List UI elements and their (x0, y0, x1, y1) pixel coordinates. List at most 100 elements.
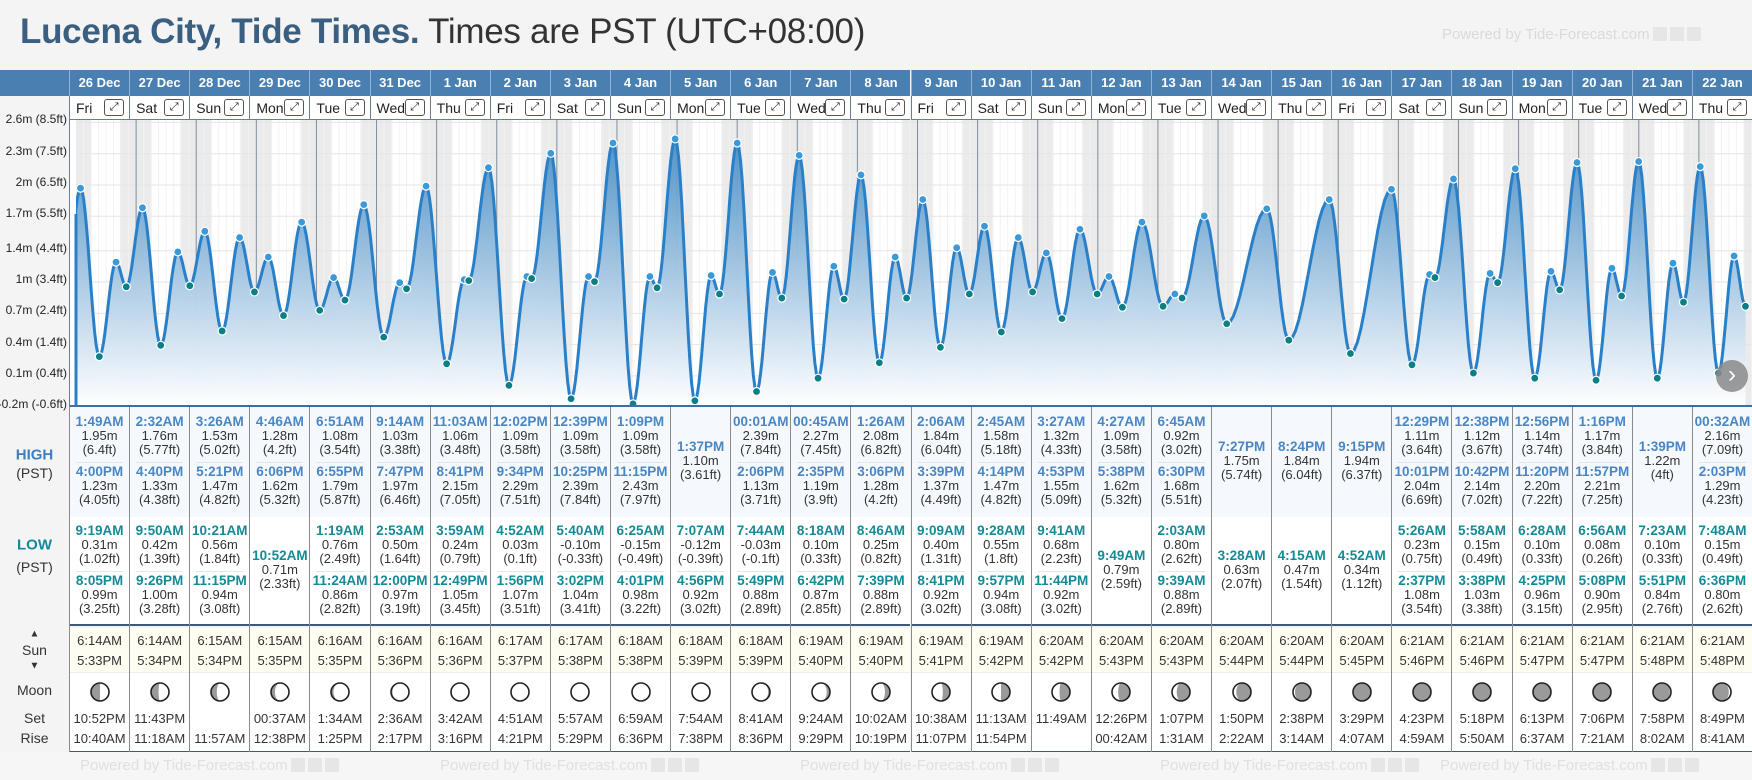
tide-entry: 5:38PM 1.62m (5.32ft) (1092, 465, 1151, 507)
tide-height-ft: (3.15ft) (1521, 601, 1563, 616)
expand-day-icon[interactable]: ⤢ (705, 99, 726, 116)
weekday-cell: Thu ⤢ (1271, 96, 1332, 120)
expand-day-icon[interactable]: ⤢ (825, 99, 846, 116)
logo-icon (1652, 27, 1667, 41)
expand-day-icon[interactable]: ⤢ (224, 99, 245, 116)
high-tide-point (1546, 266, 1556, 276)
day-column: 4:46AM 1.28m (4.2ft) 6:06PM 1.62m (5.32ft) 10:… (249, 407, 310, 752)
tide-height-ft: (3.25ft) (78, 601, 121, 616)
moon-cell: 10:52PM 10:40AM (70, 673, 130, 752)
expand-day-icon[interactable]: ⤢ (404, 99, 425, 116)
high-tide-point (546, 148, 556, 158)
high-tides-cell: 2:45AM 1.58m (5.18ft) 4:14PM 1.47m (4.82ft) (971, 407, 1031, 517)
tide-entry: 12:39PM 1.09m (3.58ft) (551, 415, 610, 457)
weekday-cell: Thu ⤢ (1691, 96, 1752, 120)
expand-day-icon[interactable]: ⤢ (164, 99, 185, 116)
tide-height-ft: (5.51ft) (1160, 492, 1203, 507)
expand-day-icon[interactable]: ⤢ (765, 99, 786, 116)
weekday-label: Wed (1638, 100, 1668, 116)
expand-day-icon[interactable]: ⤢ (945, 99, 966, 116)
tide-height-ft: (6.69ft) (1401, 492, 1443, 507)
tide-height-m: 1.29m (1704, 478, 1741, 493)
tide-time: 4:00PM (75, 464, 124, 479)
tide-time: 8:41PM (917, 573, 965, 588)
tide-entry: 4:46AM 1.28m (4.2ft) (250, 415, 309, 457)
tide-time: 10:21AM (191, 523, 248, 538)
tide-height-ft: (3.19ft) (379, 601, 421, 616)
expand-day-icon[interactable]: ⤢ (1005, 99, 1026, 116)
moon-dark (1593, 683, 1612, 701)
tide-height-m: 1.53m (201, 428, 238, 443)
moonrise-time: 5:29PM (557, 731, 603, 746)
expand-day-icon[interactable]: ⤢ (524, 99, 545, 116)
tide-height-m: 2.43m (622, 478, 659, 493)
tide-time: 6:06PM (256, 464, 304, 479)
tide-height-m: 2.04m (1403, 478, 1440, 493)
tide-height-m: 2.08m (862, 428, 899, 443)
expand-day-icon[interactable]: ⤢ (104, 99, 125, 116)
moon-dark (1232, 683, 1251, 701)
expand-day-icon[interactable]: ⤢ (284, 99, 305, 116)
moonset-time: 00:37AM (253, 711, 306, 726)
low-tides-cell: 4:52AM 0.34m (1.12ft) (1332, 517, 1392, 626)
expand-day-icon[interactable]: ⤢ (1186, 99, 1207, 116)
tide-time: 4:27AM (1097, 414, 1146, 429)
expand-day-icon[interactable]: ⤢ (645, 99, 666, 116)
expand-day-icon[interactable]: ⤢ (1125, 99, 1146, 116)
y-axis-label: 0.4m (1.4ft) (5, 334, 67, 349)
tide-height-m: 0.34m (1343, 562, 1380, 577)
sun-cell: 6:20AM 5:45PM (1332, 628, 1392, 673)
moon-outline (1171, 682, 1192, 702)
tide-height-ft: (-0.33ft) (557, 551, 604, 566)
weekday-label: Thu (1698, 100, 1724, 116)
expand-day-icon[interactable]: ⤢ (1666, 99, 1687, 116)
tide-time: 5:26AM (1397, 523, 1446, 538)
moonrise-time: 1:31AM (1159, 731, 1204, 746)
sunrise-time: 6:19AM (798, 633, 844, 648)
day-column: 12:38PM 1.12m (3.67ft) 10:42PM 2.14m (7.02ft)… (1451, 407, 1512, 752)
expand-day-icon[interactable]: ⤢ (1606, 99, 1627, 116)
moon-outline (149, 682, 170, 702)
moonrise-time: 2:17PM (377, 731, 423, 746)
high-tide-point (1104, 271, 1114, 282)
tide-height-m: 0.31m (81, 537, 118, 552)
sunrise-time: 6:19AM (858, 633, 904, 648)
divider (616, 571, 665, 572)
tide-time: 2:53AM (376, 523, 425, 538)
expand-day-icon[interactable]: ⤢ (464, 99, 485, 116)
moon-phase-icon (270, 682, 290, 702)
expand-day-icon[interactable]: ⤢ (344, 99, 365, 116)
expand-day-icon[interactable]: ⤢ (1726, 99, 1747, 116)
tide-height-ft: (7.84ft) (740, 442, 782, 457)
expand-day-icon[interactable]: ⤢ (1546, 99, 1567, 116)
moonset-time: 10:38AM (915, 711, 968, 726)
moon-outline (510, 682, 531, 702)
expand-day-icon[interactable]: ⤢ (1246, 99, 1267, 116)
moon-cell: 2:38PM 3:14AM (1272, 673, 1332, 752)
scroll-right-button[interactable]: › (1716, 360, 1748, 392)
high-tide-point (1041, 248, 1051, 258)
logo-icon (1650, 758, 1665, 772)
tide-time: 3:39PM (917, 464, 965, 479)
high-tides-cell: 12:56PM 1.14m (3.74ft) 11:20PM 2.20m (7.22ft) (1512, 407, 1572, 517)
tide-height-m: 2.16m (1704, 428, 1741, 443)
sunrise-time: 6:16AM (437, 633, 483, 648)
tide-time: 11:15PM (192, 573, 247, 588)
expand-day-icon[interactable]: ⤢ (1065, 99, 1086, 116)
expand-day-icon[interactable]: ⤢ (1486, 99, 1507, 116)
sunrise-time: 6:20AM (1038, 633, 1084, 648)
moon-phase-icon (450, 682, 470, 702)
tide-time: 6:42PM (797, 573, 845, 588)
weekday-cell: Tue ⤢ (1150, 96, 1212, 120)
moonset-time: 10:02AM (854, 711, 907, 726)
high-tides-cell: 00:01AM 2.39m (7.84ft) 2:06PM 1.13m (3.71ft) (731, 407, 791, 517)
expand-day-icon[interactable]: ⤢ (584, 99, 605, 116)
tide-height-ft: (3.48ft) (439, 442, 481, 457)
tide-height-ft: (4.23ft) (1701, 492, 1744, 507)
expand-day-icon[interactable]: ⤢ (1426, 99, 1447, 116)
moon-phase-icon (811, 682, 831, 702)
expand-day-icon[interactable]: ⤢ (1306, 99, 1327, 116)
expand-day-icon[interactable]: ⤢ (1366, 99, 1387, 116)
expand-day-icon[interactable]: ⤢ (885, 99, 906, 116)
low-tide-point (504, 380, 514, 390)
